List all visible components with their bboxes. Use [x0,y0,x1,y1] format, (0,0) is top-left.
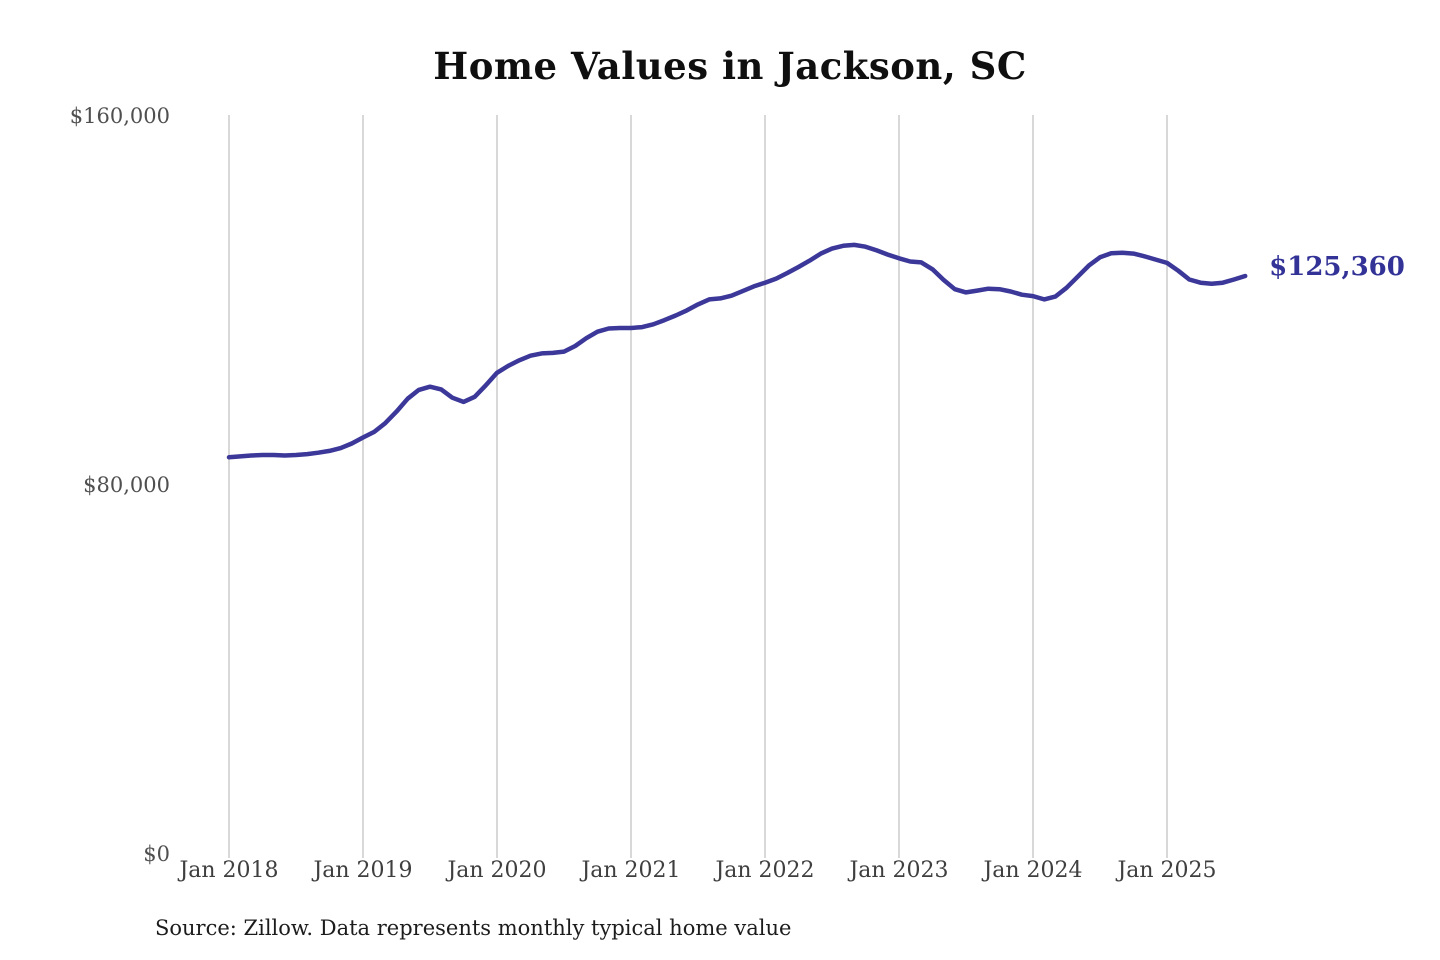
x-tick-5: Jan 2023 [849,858,949,883]
y-tick-160000: $160,000 [69,104,170,128]
y-tick-0: $0 [143,842,170,866]
x-tick-0: Jan 2018 [179,858,279,883]
x-tick-4: Jan 2022 [715,858,815,883]
x-tick-7: Jan 2025 [1117,858,1217,883]
y-tick-80000: $80,000 [83,473,170,497]
x-tick-1: Jan 2019 [313,858,413,883]
x-tick-2: Jan 2020 [447,858,547,883]
home-value-line [226,242,1248,460]
chart-title: Home Values in Jackson, SC [433,44,1027,88]
source-note: Source: Zillow. Data represents monthly … [155,916,792,940]
current-value-label: $125,360 [1269,251,1405,282]
x-tick-6: Jan 2024 [983,858,1083,883]
x-tick-3: Jan 2021 [581,858,681,883]
